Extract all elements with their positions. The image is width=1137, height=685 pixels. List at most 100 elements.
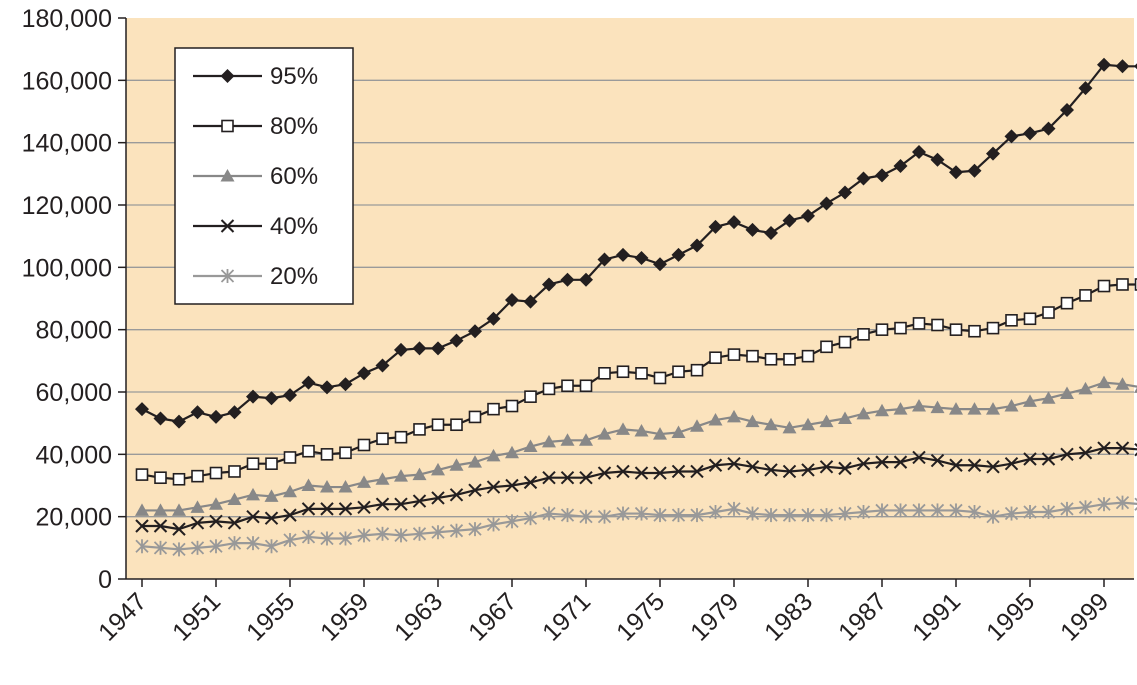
data-point — [338, 480, 353, 493]
data-point — [1134, 63, 1137, 70]
data-point — [542, 506, 556, 521]
y-tick-label: 0 — [98, 566, 112, 594]
data-point — [579, 379, 593, 393]
data-point — [412, 467, 427, 481]
data-point — [1134, 387, 1137, 393]
data-point — [283, 533, 297, 548]
data-point — [227, 536, 242, 551]
data-point — [357, 438, 371, 452]
data-point — [782, 420, 797, 434]
data-point — [1004, 129, 1019, 144]
data-point — [135, 503, 149, 516]
data-point — [875, 455, 889, 469]
data-point — [209, 539, 223, 554]
data-point — [1115, 495, 1130, 510]
data-point — [542, 382, 556, 396]
data-point — [486, 517, 501, 532]
data-point — [560, 272, 575, 287]
data-point — [912, 503, 926, 518]
data-point — [190, 540, 205, 555]
data-point — [283, 451, 297, 464]
data-point — [949, 402, 963, 415]
data-point — [1097, 279, 1111, 293]
data-point — [523, 475, 538, 490]
data-point — [1041, 121, 1056, 136]
data-point — [1078, 500, 1093, 515]
data-point — [930, 152, 945, 167]
data-point — [135, 539, 149, 554]
data-point — [209, 497, 223, 510]
data-point — [967, 402, 982, 415]
data-point — [986, 509, 1000, 524]
data-point — [931, 318, 944, 332]
data-point — [394, 469, 408, 482]
data-point — [912, 399, 926, 412]
data-point — [301, 478, 316, 491]
data-point — [1023, 504, 1037, 519]
data-point — [893, 455, 908, 469]
data-point — [376, 432, 389, 446]
data-point — [616, 464, 630, 479]
data-point — [172, 503, 186, 516]
data-point — [412, 526, 427, 541]
data-point — [1023, 394, 1037, 407]
data-point — [357, 366, 371, 381]
data-point — [172, 522, 186, 536]
data-point — [375, 497, 390, 511]
data-point — [135, 519, 149, 533]
data-point — [764, 463, 778, 477]
x-tick-label: 1991 — [907, 587, 966, 646]
data-point — [893, 402, 908, 415]
data-point — [930, 453, 945, 468]
data-point — [727, 456, 741, 471]
data-point — [1060, 447, 1074, 462]
data-point — [1041, 504, 1056, 519]
data-point — [172, 472, 186, 486]
data-point — [265, 457, 278, 470]
x-axis-ticks: 1947 1951 1955 1959 1963 1967 1971 1975 1979 1983… — [93, 579, 1114, 647]
data-point — [283, 508, 297, 522]
data-point — [320, 448, 334, 461]
data-point — [1041, 452, 1056, 466]
data-point — [431, 341, 445, 356]
series-5 — [135, 495, 1137, 557]
data-point — [635, 366, 648, 380]
x-tick-label: 1995 — [981, 587, 1040, 646]
data-point — [690, 508, 704, 523]
data-point — [505, 399, 519, 413]
data-point — [486, 480, 501, 494]
data-point — [616, 365, 630, 379]
data-point — [875, 503, 889, 518]
data-point — [172, 414, 186, 429]
data-point — [875, 168, 889, 183]
x-tick-label: 1975 — [611, 587, 670, 646]
data-point — [1023, 452, 1037, 466]
legend-entry: 40% — [193, 213, 318, 240]
data-point — [264, 539, 279, 554]
data-point — [634, 506, 649, 521]
y-axis-ticks: 0 20,000 40,000 60,000 80,000 100,000 120,000 1… — [22, 5, 126, 594]
data-point — [449, 523, 464, 538]
data-point — [375, 526, 390, 541]
x-tick-label: 1955 — [241, 587, 300, 646]
data-point — [1041, 391, 1056, 404]
data-point — [264, 391, 279, 406]
data-point — [153, 540, 168, 555]
data-point — [875, 323, 889, 336]
data-point — [413, 423, 426, 436]
data-point — [801, 463, 815, 477]
data-point — [949, 323, 963, 336]
data-point — [930, 503, 945, 518]
data-point — [561, 379, 574, 393]
data-point — [246, 487, 260, 501]
series-3 — [135, 375, 1137, 516]
data-point — [301, 375, 316, 390]
data-point — [228, 465, 241, 478]
data-point — [801, 417, 815, 431]
data-point — [708, 458, 723, 472]
data-point — [597, 466, 612, 480]
data-point — [1134, 278, 1137, 291]
data-point — [783, 352, 796, 366]
y-tick-label: 60,000 — [36, 379, 112, 407]
data-point — [190, 516, 205, 530]
